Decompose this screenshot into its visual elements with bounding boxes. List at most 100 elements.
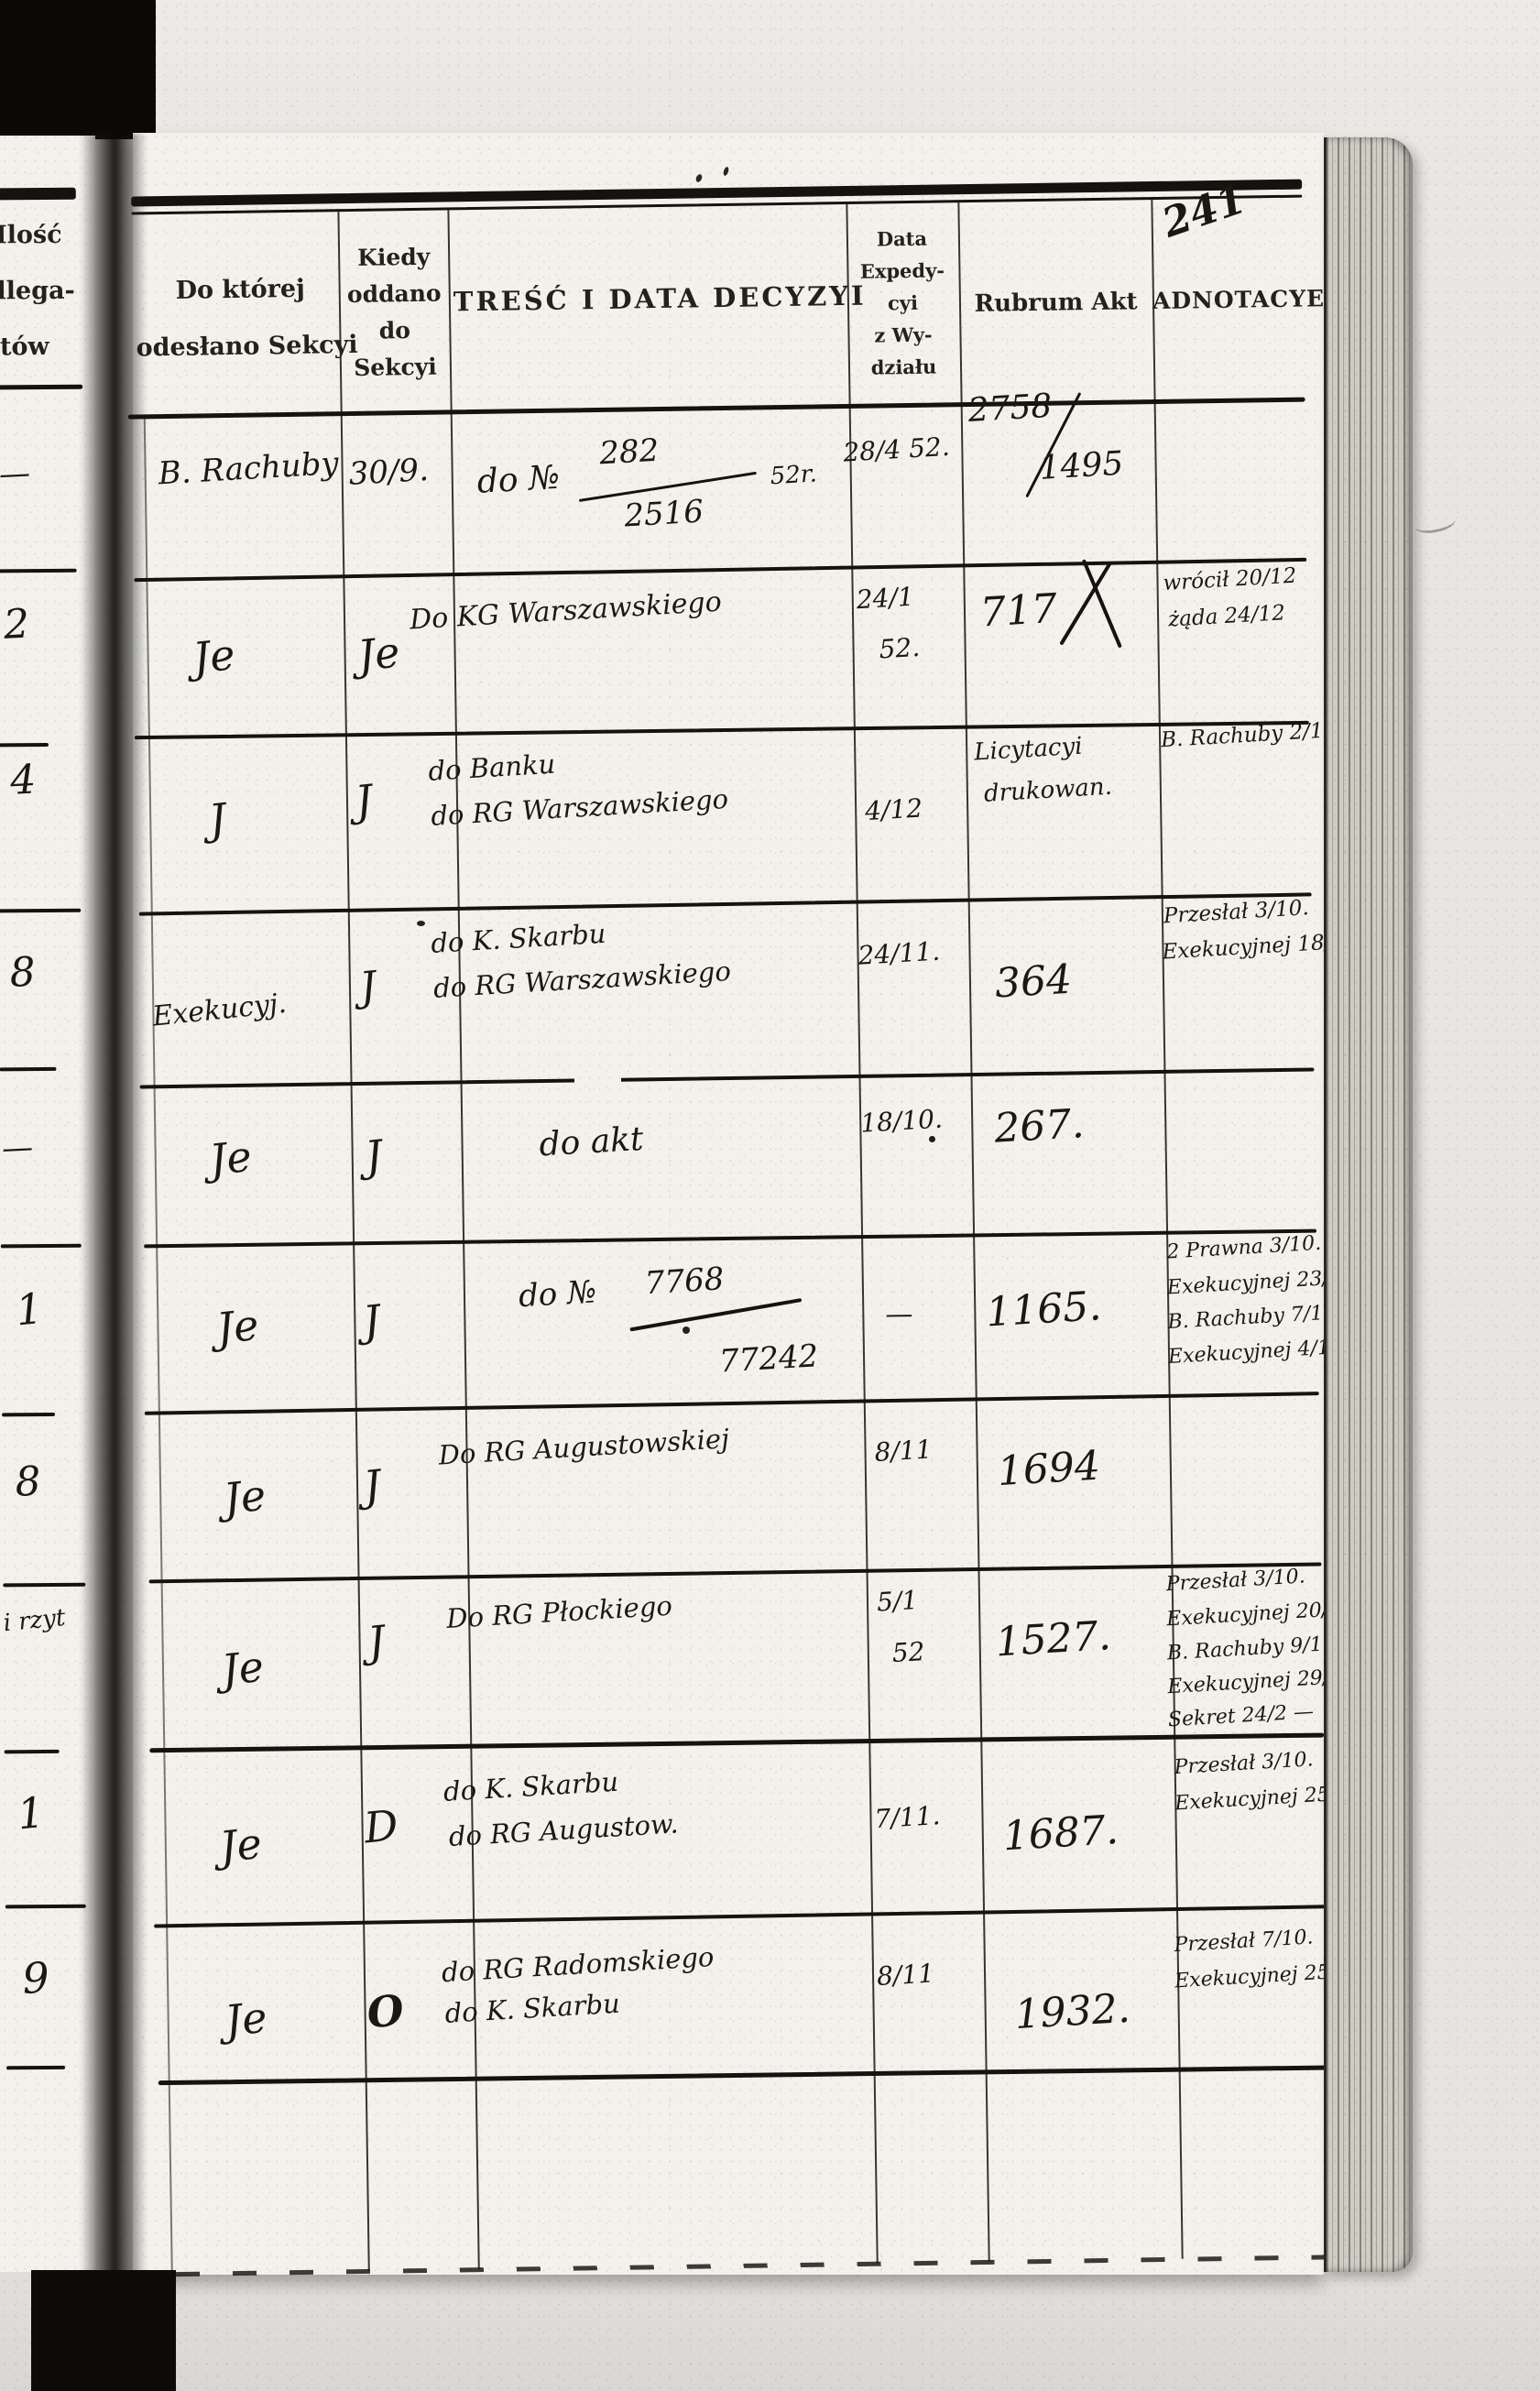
column-header-kiedy: do	[378, 317, 411, 344]
row-separator	[134, 557, 1307, 583]
cell-tresc: do akt	[538, 1119, 645, 1164]
column-header-data-expedycyi: Data	[876, 226, 928, 251]
cell-data-expedycyi: 8/11	[873, 1434, 934, 1468]
cell-adnotacye: Przesłał 3/10.	[1163, 896, 1310, 929]
page-bottom-edge	[175, 2255, 1330, 2277]
cell-data-expedycyi: 7/11.	[873, 1800, 942, 1835]
column-header-sekcya: Do której	[175, 274, 305, 305]
cell-data-expedycyi: 5/1	[876, 1585, 919, 1618]
column-header-kiedy: Kiedy	[356, 243, 431, 271]
cell-data-expedycyi: —	[885, 1298, 913, 1331]
cell-tresc-prefix: do №	[475, 458, 562, 501]
cell-tresc-numerator: 282	[598, 431, 661, 473]
cell-sekcya: Je	[213, 1299, 261, 1354]
cell-tresc: do RG Radomskiego	[441, 1940, 715, 1989]
left-strip-header: Ilość	[0, 220, 62, 250]
cell-sekcya: J	[206, 793, 229, 846]
cell-sekcya: B. Rachuby	[157, 444, 340, 493]
column-header-adnotacye: ADNOTACYE	[1152, 285, 1326, 315]
left-strip-value: 8	[14, 1458, 42, 1506]
column-header-sekcya: odesłano Sekcyi	[136, 330, 358, 363]
ledger-line	[2, 1412, 56, 1417]
cell-kiedy: J	[363, 1130, 385, 1182]
ledger-page: Do której odesłano Sekcyi Kiedy oddano d…	[127, 133, 1370, 2277]
strike-line	[629, 1297, 803, 1332]
column-header-data-expedycyi: cyi	[887, 290, 919, 315]
left-strip-value: —	[1, 1129, 35, 1168]
cell-rubrum: 1687.	[1001, 1807, 1120, 1861]
ledger-line	[4, 1749, 60, 1754]
column-header-data-expedycyi: Expedy-	[859, 258, 945, 283]
ledger-line	[0, 908, 82, 913]
cell-adnotacye: wrócił 20/12	[1162, 563, 1297, 596]
ledger-line	[3, 1582, 86, 1588]
cell-kiedy: O	[364, 1984, 407, 2038]
left-strip-value: i rzyt	[2, 1603, 67, 1638]
cell-rubrum: 1165.	[984, 1283, 1103, 1337]
row-separator	[139, 1067, 1315, 1089]
ledger-line	[5, 1904, 86, 1909]
cell-tresc: do RG Warszawskiego	[430, 782, 729, 832]
row-separator	[149, 1732, 1325, 1753]
ledger-line	[0, 742, 49, 748]
cell-sekcya: Exekucyj.	[150, 987, 289, 1033]
ledger-line	[0, 1243, 82, 1249]
left-strip-header: Allega-	[0, 276, 75, 306]
column-header-rubrum: Rubrum Akt	[974, 288, 1138, 318]
cell-adnotacye: 2 Prawna 3/10.	[1165, 1231, 1322, 1264]
cell-kiedy: D	[361, 1799, 401, 1853]
cell-sekcya: Je	[221, 1469, 268, 1524]
cell-adnotacye: Przesłał 3/10.	[1165, 1565, 1306, 1597]
cell-tresc: Do KG Warszawskiego	[409, 585, 723, 637]
row-separator	[158, 2065, 1329, 2086]
left-page-strip: Ilość Allega- tów — 2 4 8 — 1 8 i rzyt 1…	[0, 136, 95, 2272]
cell-data-expedycyi: 52	[890, 1636, 926, 1669]
cell-kiedy: 30/9.	[347, 451, 430, 493]
cell-rubrum-denominator: 1495	[1038, 444, 1125, 487]
cell-data-expedycyi: 8/11	[876, 1958, 935, 1992]
cell-rubrum: Licytacyi	[973, 732, 1084, 767]
ledger-line	[0, 1066, 57, 1072]
ink-spot	[929, 1136, 935, 1142]
cell-kiedy: J	[360, 1294, 383, 1347]
cell-tresc: do Banku	[427, 748, 557, 787]
cell-rubrum: 364	[993, 955, 1074, 1008]
row-separator	[144, 1228, 1317, 1249]
ink-spot	[683, 1327, 690, 1334]
cell-data-expedycyi: 24/1	[855, 581, 915, 616]
cell-tresc: Do RG Płockiego	[445, 1589, 673, 1634]
book-edge	[1324, 137, 1413, 2272]
cell-data-expedycyi: 4/12	[864, 792, 923, 827]
ledger-line	[127, 397, 1305, 420]
ink-spot	[417, 921, 425, 926]
row-separator	[154, 1905, 1327, 1928]
cell-adnotacye: Przesłał 3/10.	[1174, 1748, 1315, 1780]
row-separator	[148, 1562, 1322, 1584]
cell-tresc-prefix: do №	[517, 1273, 598, 1316]
left-strip-value: 1	[13, 1283, 46, 1336]
left-strip-value: 9	[21, 1952, 50, 2003]
cell-tresc-denominator: 77242	[717, 1337, 820, 1381]
cell-adnotacye: Przesłał 7/10.	[1173, 1926, 1315, 1958]
cell-adnotacye: Exekucyjnej 4/12	[1167, 1335, 1344, 1370]
ledger-line	[6, 2065, 66, 2070]
cell-rubrum: 717	[978, 584, 1059, 637]
column-divider	[143, 416, 173, 2275]
cell-sekcya: Je	[190, 629, 237, 683]
cell-tresc: do K. Skarbu	[443, 1987, 621, 2029]
row-separator	[144, 1392, 1319, 1415]
page-content: Do której odesłano Sekcyi Kiedy oddano d…	[116, 124, 1370, 2283]
cell-tresc: do RG Augustow.	[447, 1807, 680, 1853]
cell-adnotacye: Exekucyjnej 29/1.	[1166, 1665, 1349, 1699]
cell-kiedy: J	[361, 1459, 384, 1512]
column-header-kiedy: Sekcyi	[353, 353, 437, 381]
cell-adnotacye: żąda 24/12	[1167, 601, 1286, 632]
ledger-line	[0, 568, 77, 573]
cell-tresc: Do RG Augustowskiej	[437, 1423, 730, 1471]
cell-adnotacye: Sekret 24/2 —	[1167, 1700, 1315, 1732]
scan-black-bar-bottom	[31, 2270, 176, 2391]
column-header-data-expedycyi: działu	[870, 355, 937, 379]
cell-rubrum: drukowan.	[983, 772, 1113, 808]
header-top-rule	[131, 179, 1303, 207]
